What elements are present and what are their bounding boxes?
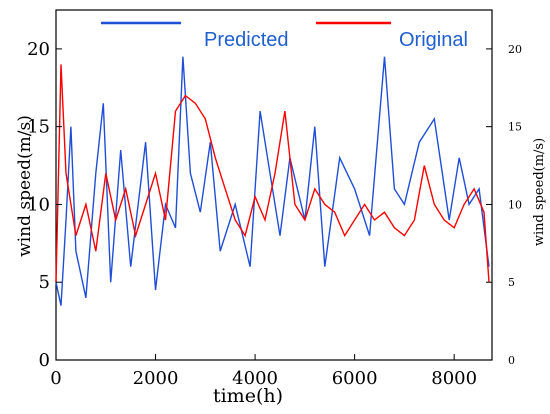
legend-label-predicted: Predicted — [204, 29, 289, 51]
plot-frame — [55, 9, 493, 361]
y-left-tick-label: 10 — [27, 194, 50, 215]
y-right-tick-label: 5 — [508, 276, 515, 289]
series-line-predicted — [55, 56, 490, 306]
y-axis-label-right: wind speed(m/s) — [532, 138, 547, 246]
y-right-tick-label: 0 — [508, 354, 515, 367]
x-axis-label: time(h) — [213, 385, 283, 407]
x-tick-label: 6000 — [332, 368, 378, 389]
legend-label-original: Original — [399, 29, 468, 51]
legend: Predicted Original — [101, 21, 468, 51]
series-layer — [55, 56, 490, 306]
y-right-tick-label: 10 — [508, 198, 522, 211]
x-tick-label: 2000 — [133, 368, 179, 389]
y-left-tick-label: 5 — [39, 272, 50, 293]
y-left-tick-label: 0 — [39, 350, 50, 371]
y-left-tick-label: 20 — [27, 39, 50, 60]
x-tick-label: 0 — [50, 368, 61, 389]
y-right-tick-label: 15 — [508, 121, 522, 134]
y-left-tick-label: 15 — [27, 117, 50, 138]
x-tick-label: 4000 — [232, 368, 278, 389]
x-tick-label: 8000 — [431, 368, 477, 389]
y-axis-label-left: wind speed(m/s) — [15, 115, 35, 257]
y-right-tick-label: 20 — [508, 43, 522, 56]
series-line-original — [55, 64, 490, 283]
axes-layer: 0 2000 4000 6000 8000 0 5 10 15 20 0 5 10 15 20 — [27, 39, 522, 389]
